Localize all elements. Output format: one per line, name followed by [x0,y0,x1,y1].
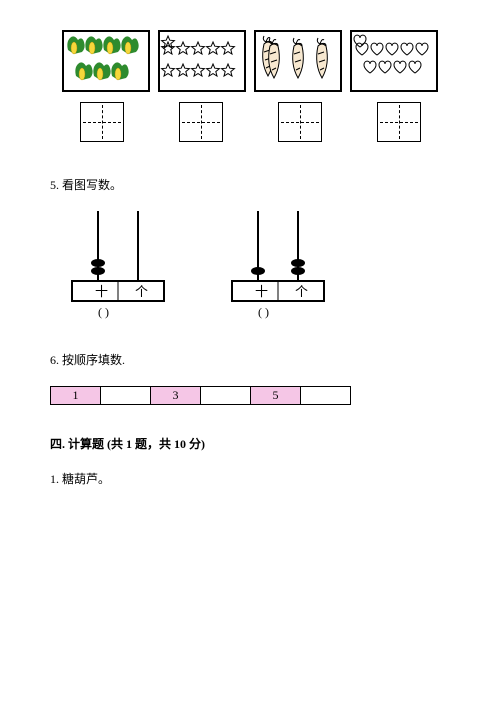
question-calc-1: 1. 糖葫芦。 [50,470,450,487]
abacus-row: 十 个 ( ) 十 个 ( ) [68,211,450,325]
carrot-icon [256,32,340,90]
answer-box[interactable] [80,102,124,142]
star-box [158,30,246,92]
seq-cell[interactable]: 3 [151,387,201,405]
question-6-text: 6. 按顺序填数. [50,351,450,368]
seq-cell[interactable]: 1 [51,387,101,405]
seq-cell[interactable] [201,387,251,405]
svg-text:( ): ( ) [258,305,269,319]
section-4-title: 四. 计算题 (共 1 题，共 10 分) [50,435,450,452]
answer-box[interactable] [377,102,421,142]
star-icon [160,32,244,90]
svg-text:十: 十 [255,284,268,299]
seq-cell[interactable]: 5 [251,387,301,405]
heart-icon [352,32,436,90]
corn-icon [64,32,148,90]
seq-cell[interactable] [101,387,151,405]
sequence-table: 1 3 5 [50,386,351,405]
carrot-box [254,30,342,92]
svg-text:( ): ( ) [98,305,109,319]
svg-text:个: 个 [295,284,308,299]
answer-box-row [50,102,450,142]
question-5-text: 5. 看图写数。 [50,176,450,193]
picture-box-row [50,30,450,92]
seq-cell[interactable] [301,387,351,405]
svg-text:十: 十 [95,284,108,299]
answer-box[interactable] [179,102,223,142]
answer-box[interactable] [278,102,322,142]
heart-box [350,30,438,92]
abacus-2: 十 个 ( ) [228,211,328,325]
abacus-1: 十 个 ( ) [68,211,168,325]
corn-box [62,30,150,92]
svg-text:个: 个 [135,284,148,299]
